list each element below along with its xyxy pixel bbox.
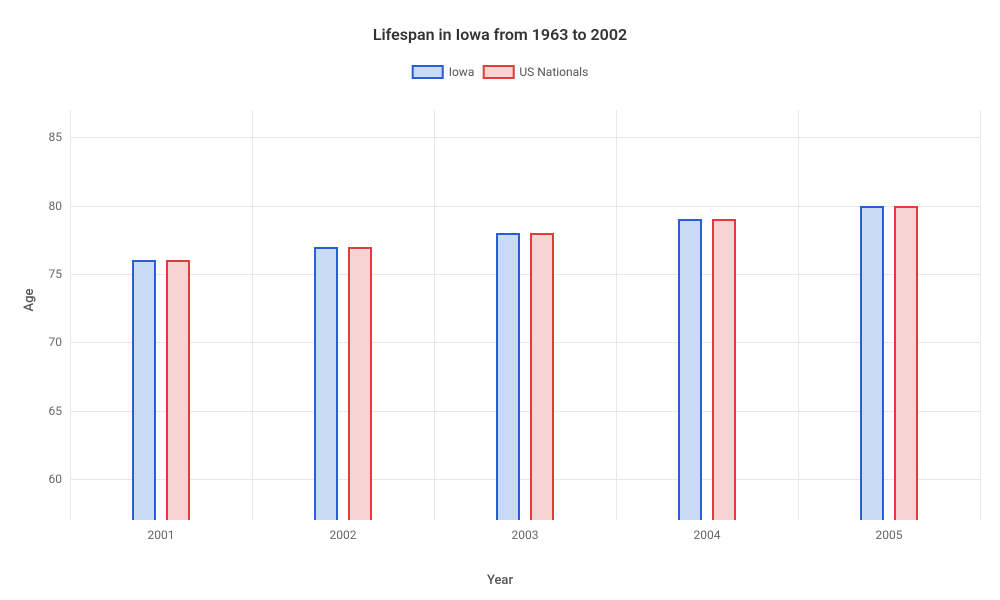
- x-tick-label: 2003: [512, 520, 539, 542]
- bar: [678, 219, 702, 520]
- gridline-vertical: [616, 110, 617, 520]
- y-tick-label: 75: [49, 267, 71, 281]
- y-tick-label: 70: [49, 335, 71, 349]
- gridline-horizontal: [70, 137, 980, 138]
- legend-label: US Nationals: [519, 65, 588, 79]
- y-tick-label: 60: [49, 472, 71, 486]
- bar: [712, 219, 736, 520]
- x-axis-label: Year: [487, 573, 513, 588]
- bar: [894, 206, 918, 520]
- legend-label: Iowa: [449, 65, 475, 79]
- gridline-vertical: [798, 110, 799, 520]
- gridline-vertical: [70, 110, 71, 520]
- x-tick-label: 2005: [876, 520, 903, 542]
- bar: [530, 233, 554, 520]
- legend-swatch: [482, 65, 514, 79]
- gridline-horizontal: [70, 274, 980, 275]
- x-tick-label: 2004: [694, 520, 721, 542]
- legend: Iowa US Nationals: [412, 65, 589, 79]
- gridline-horizontal: [70, 479, 980, 480]
- bar: [132, 260, 156, 520]
- legend-item: Iowa: [412, 65, 475, 79]
- chart-title: Lifespan in Iowa from 1963 to 2002: [0, 25, 1000, 44]
- x-tick-label: 2001: [148, 520, 175, 542]
- gridline-horizontal: [70, 206, 980, 207]
- bar: [860, 206, 884, 520]
- gridline-vertical: [434, 110, 435, 520]
- legend-item: US Nationals: [482, 65, 588, 79]
- bar: [166, 260, 190, 520]
- bar: [348, 247, 372, 520]
- plot-area: 60657075808520012002200320042005: [70, 110, 980, 520]
- bar: [496, 233, 520, 520]
- x-tick-label: 2002: [330, 520, 357, 542]
- y-tick-label: 80: [49, 199, 71, 213]
- y-axis-label: Age: [22, 289, 37, 312]
- gridline-horizontal: [70, 411, 980, 412]
- y-tick-label: 65: [49, 404, 71, 418]
- y-tick-label: 85: [49, 130, 71, 144]
- bar: [314, 247, 338, 520]
- legend-swatch: [412, 65, 444, 79]
- gridline-horizontal: [70, 342, 980, 343]
- gridline-vertical: [252, 110, 253, 520]
- gridline-vertical: [980, 110, 981, 520]
